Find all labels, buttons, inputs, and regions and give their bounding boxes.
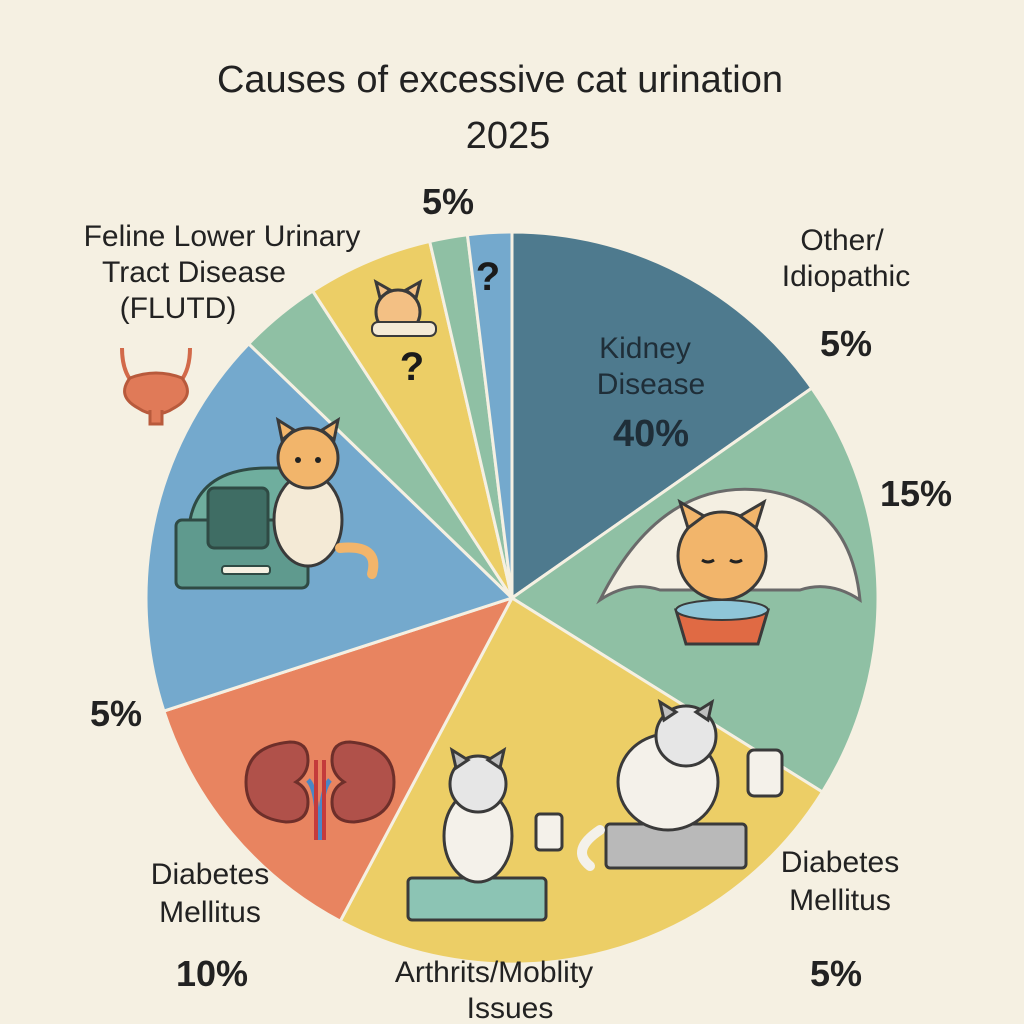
kidney-label-line1: Kidney: [599, 332, 691, 365]
kidney-label-line2: Disease: [597, 368, 705, 401]
slice-kidney-disease: [510, 230, 814, 601]
question-mark-top: ?: [476, 255, 500, 299]
diabetes-left-label-line1: Diabetes: [151, 858, 269, 891]
slice-small-blue: [465, 230, 514, 599]
kidney-pct-label: 40%: [613, 413, 689, 455]
peeking-cat-illustration: [371, 278, 437, 337]
other-label-line2: Idiopathic: [782, 260, 910, 293]
other-pct-label: 5%: [820, 323, 872, 364]
kidney-icon: [244, 740, 396, 841]
flutd-label-line3: (FLUTD): [120, 292, 237, 325]
arthritis-label-line1: Arthrits/Moblity: [395, 956, 593, 989]
cat-drinking-illustration: [596, 487, 862, 646]
left-pct-label: 5%: [90, 693, 142, 734]
flutd-label-line1: Feline Lower Urinary: [84, 220, 361, 253]
diabetes-right-label-line2: Mellitus: [789, 884, 891, 917]
slice-small-yellow: [310, 239, 514, 599]
bladder-icon: [120, 347, 192, 426]
chart-title: Causes of excessive cat urination: [217, 59, 783, 101]
diabetes-right-pct-label: 5%: [810, 953, 862, 994]
flutd-label-line2: Tract Disease: [102, 256, 286, 289]
pct-15-label: 15%: [880, 473, 952, 514]
other-label-line1: Other/: [800, 224, 884, 257]
question-mark-small: ?: [400, 345, 424, 389]
diabetes-left-pct-label: 10%: [176, 953, 248, 994]
cats-glucose-meter-illustration: [406, 698, 784, 922]
top-pct-label: 5%: [422, 181, 474, 222]
arthritis-label-line2: Issues: [467, 992, 554, 1024]
litter-box-cat-illustration: [174, 416, 379, 590]
pie-slices: [144, 230, 880, 966]
chart-subtitle: 2025: [466, 115, 551, 157]
diabetes-left-label-line2: Mellitus: [159, 896, 261, 929]
diabetes-right-label-line1: Diabetes: [781, 846, 899, 879]
